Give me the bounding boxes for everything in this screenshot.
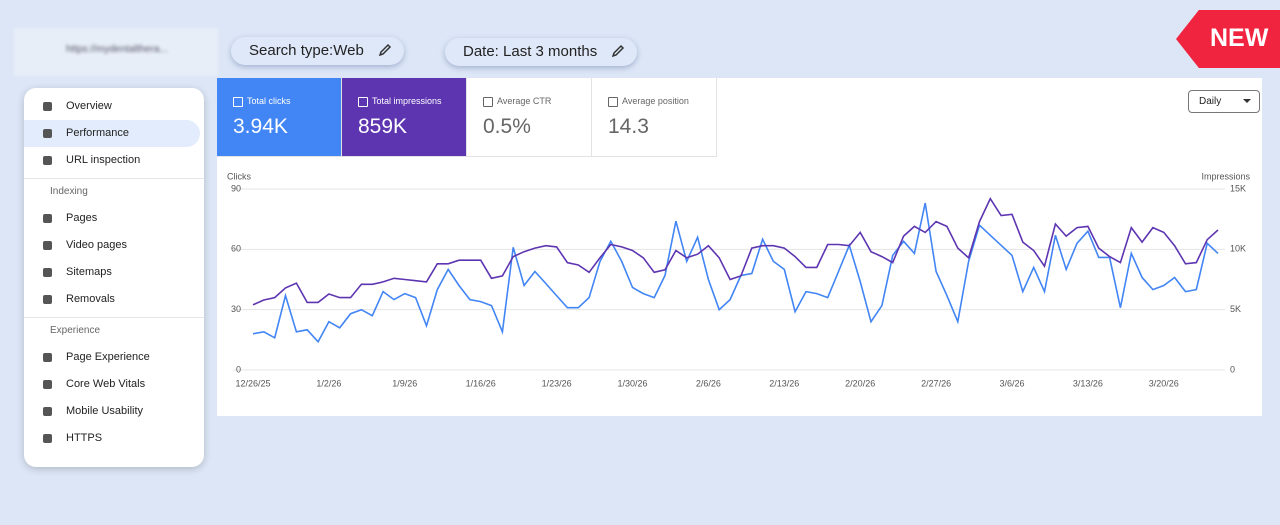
x-tick-label: 3/20/26 [1149, 378, 1179, 388]
sidebar: Overview Performance URL inspection Indexin… [24, 88, 204, 467]
checkbox [358, 97, 368, 107]
metric-value: 3.94K [233, 115, 288, 138]
nav-item[interactable]: Overview [24, 93, 204, 120]
y-tick-label: 30 [231, 304, 241, 314]
nav-item[interactable]: Video pages [24, 232, 204, 259]
y2-tick-label: 10K [1230, 244, 1246, 254]
nav-icon [43, 214, 52, 223]
site-url: https://mydentalthera... [66, 44, 168, 55]
metric-label: Average CTR [497, 96, 552, 106]
badge-text: NEW [1210, 24, 1269, 52]
y2-tick-label: 5K [1230, 304, 1241, 314]
nav-icon [43, 102, 52, 111]
nav-item[interactable]: Removals [24, 286, 204, 313]
metric-value: 14.3 [608, 115, 649, 138]
checkbox [608, 97, 618, 107]
nav-item[interactable]: Sitemaps [24, 259, 204, 286]
x-tick-label: 3/13/26 [1073, 378, 1103, 388]
caret [1243, 99, 1251, 107]
metric-card[interactable]: Average CTR 0.5% [467, 78, 592, 157]
y2-tick-label: 15K [1230, 183, 1246, 193]
nav-icon [43, 434, 52, 443]
x-tick-label: 1/2/26 [316, 378, 341, 388]
section-title: Indexing [24, 178, 204, 205]
chart: Clicks Impressions 0 30 60 90 0 5K 10K 15K 12/26/2… [227, 171, 1251, 388]
nav-item[interactable]: Page Experience [24, 344, 204, 371]
metric-card[interactable]: Total impressions 859K [342, 78, 467, 157]
x-tick-label: 1/23/26 [542, 378, 572, 388]
x-tick-label: 3/6/26 [999, 378, 1024, 388]
series-line [252, 197, 1219, 306]
nav-icon [43, 353, 52, 362]
nav-item[interactable]: HTTPS [24, 425, 204, 452]
nav-icon [43, 129, 52, 138]
series-line [252, 202, 1219, 344]
site-selector[interactable]: https://mydentalthera... [14, 28, 218, 76]
nav-icon [43, 268, 52, 277]
checkbox [483, 97, 493, 107]
x-tick-label: 2/6/26 [696, 378, 721, 388]
nav-item[interactable]: URL inspection [24, 147, 204, 174]
x-tick-label: 1/9/26 [392, 378, 417, 388]
metric-card[interactable]: Total clicks 3.94K [217, 78, 342, 157]
section-title: Experience [24, 317, 204, 344]
metric-card[interactable]: Average position 14.3 [592, 78, 717, 157]
filter-chip[interactable]: Date: Last 3 months [445, 38, 638, 66]
nav-icon [43, 156, 52, 165]
x-tick-label: 1/16/26 [466, 378, 496, 388]
metric-label: Total impressions [372, 96, 442, 106]
y-tick-label: 60 [231, 244, 241, 254]
nav-item[interactable]: Pages [24, 205, 204, 232]
nav-item[interactable]: Performance [24, 120, 200, 147]
x-tick-label: 2/13/26 [769, 378, 799, 388]
dropdown-text: Daily [1199, 96, 1222, 107]
nav-icon [43, 380, 52, 389]
x-tick-label: 2/20/26 [845, 378, 875, 388]
filter-chip[interactable]: Search type:Web [231, 37, 404, 65]
new-badge: NEW [1176, 10, 1280, 68]
x-tick-label: 2/27/26 [921, 378, 951, 388]
performance-panel: Total clicks 3.94K Total impressions 859K Av… [217, 78, 1262, 416]
granularity-dropdown[interactable]: Daily [1188, 90, 1260, 113]
y2-tick-label: 0 [1230, 364, 1235, 374]
filter-text: Date: Last 3 months [463, 43, 598, 60]
y2-axis-title: Impressions [1201, 171, 1250, 181]
nav-item[interactable]: Mobile Usability [24, 398, 204, 425]
nav-icon [43, 407, 52, 416]
nav-icon [43, 241, 52, 250]
edit-icon [378, 43, 391, 57]
filter-text: Search type:Web [249, 42, 364, 59]
checkbox [233, 97, 243, 107]
edit-icon [612, 44, 625, 58]
nav-item[interactable]: Core Web Vitals [24, 371, 204, 398]
y-axis-title: Clicks [227, 171, 251, 181]
y-tick-label: 90 [231, 183, 241, 193]
y-tick-label: 0 [236, 364, 241, 374]
metric-value: 859K [358, 115, 408, 138]
x-tick-label: 12/26/25 [235, 378, 270, 388]
x-tick-label: 1/30/26 [617, 378, 647, 388]
nav-icon [43, 295, 52, 304]
metric-value: 0.5% [483, 115, 531, 138]
metric-label: Total clicks [247, 96, 291, 106]
metric-label: Average position [622, 96, 689, 106]
